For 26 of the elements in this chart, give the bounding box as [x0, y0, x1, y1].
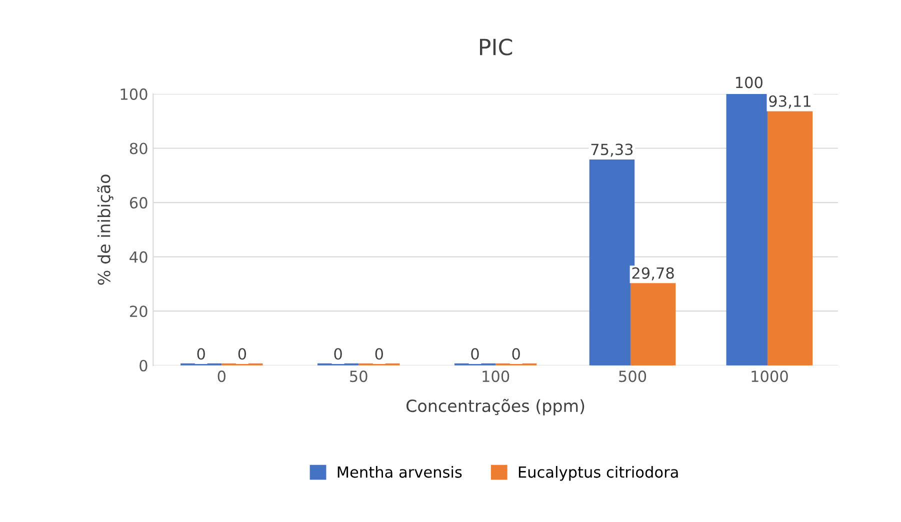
data-label: 29,78	[632, 267, 674, 280]
y-tick-label: 40	[130, 251, 148, 263]
y-tick-label: 0	[140, 360, 148, 372]
x-tick-label: 50	[350, 370, 368, 382]
x-tick-label: 0	[218, 370, 226, 382]
legend-label: Eucalyptus citriodora	[518, 466, 678, 481]
data-label: 93,11	[769, 95, 810, 108]
y-axis-title: % de inibição	[97, 174, 114, 285]
data-label: 0	[197, 348, 205, 360]
data-label: 0	[238, 348, 246, 360]
y-tick-label: 60	[130, 197, 148, 209]
data-label: 0	[375, 348, 383, 360]
data-label: 100	[736, 76, 762, 88]
data-label: 0	[471, 348, 479, 360]
y-tick-label: 100	[120, 88, 148, 100]
x-tick-label: 100	[482, 370, 510, 382]
chart-title: PIC	[480, 38, 512, 56]
data-label: 75,33	[591, 144, 633, 157]
y-tick-label: 20	[130, 306, 148, 318]
y-tick-label: 80	[130, 142, 148, 154]
x-tick-label: 500	[619, 370, 646, 382]
legend-label: Mentha arvensis	[338, 466, 462, 478]
data-label: 0	[512, 348, 520, 360]
x-tick-label: 1000	[752, 370, 788, 382]
x-axis-title: Concentrações (ppm)	[406, 398, 584, 416]
data-label: 0	[334, 348, 342, 360]
